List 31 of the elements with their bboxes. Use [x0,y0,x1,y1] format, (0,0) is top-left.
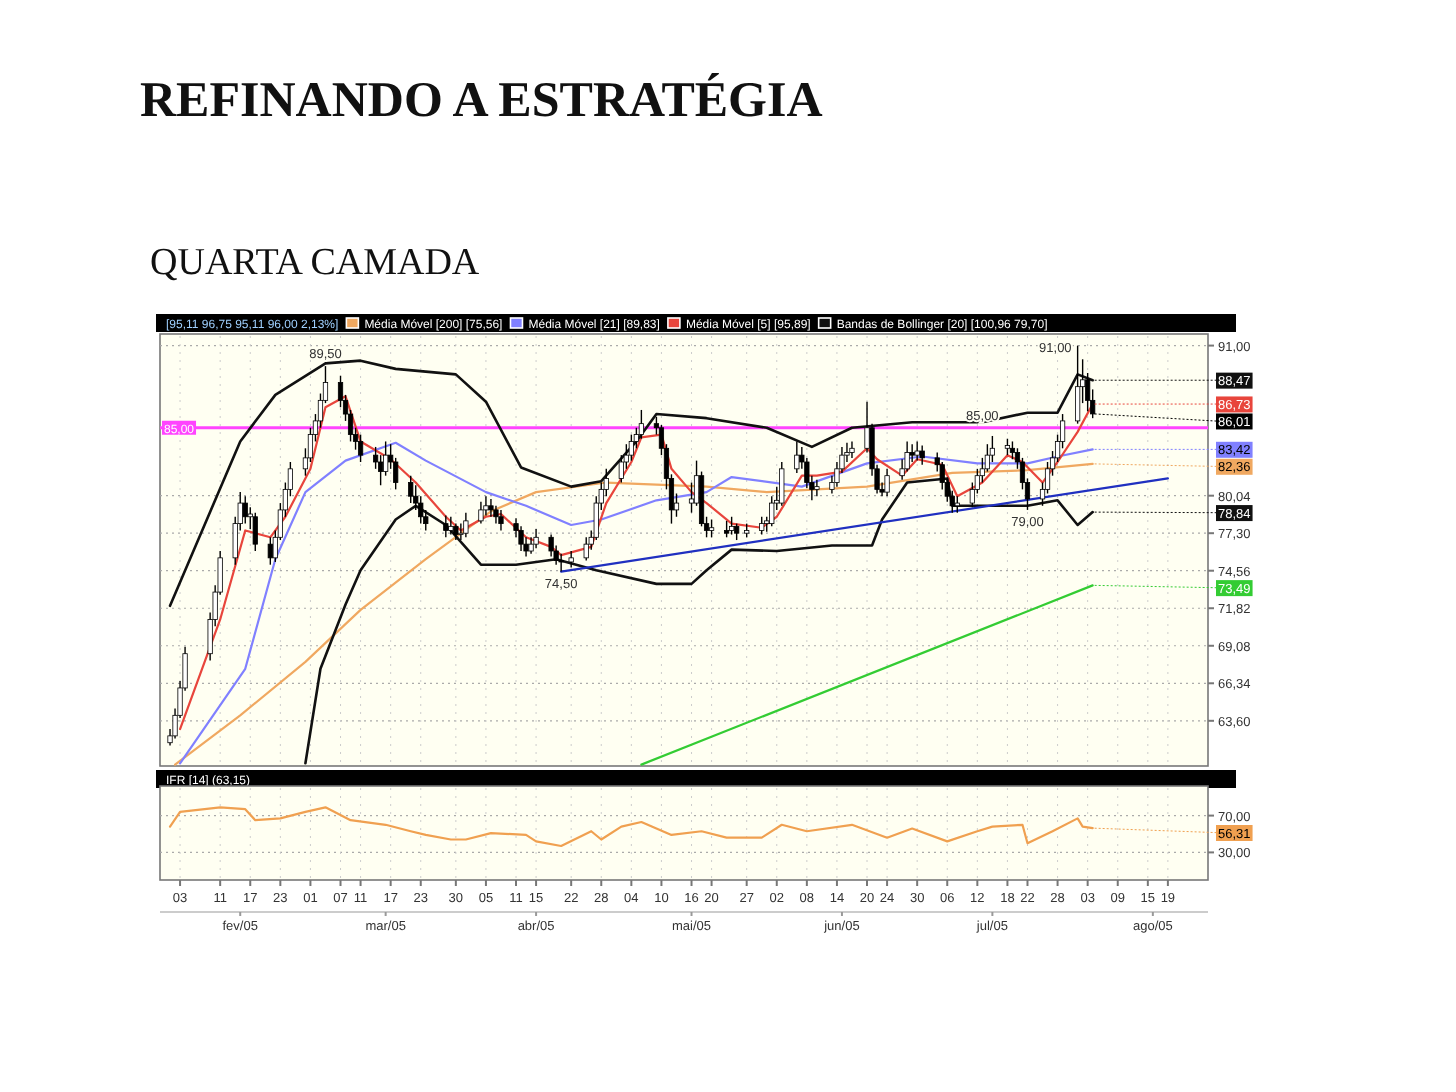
candlestick [498,509,504,532]
candlestick [769,495,775,528]
candlestick [794,440,800,474]
candlestick [478,501,484,525]
candlestick [518,525,524,552]
candlestick [638,409,644,440]
candlestick [814,479,820,497]
candlestick [583,536,589,562]
candlestick [533,528,539,549]
candlestick [849,440,855,459]
chart-subtitle: QUARTA CAMADA [150,242,480,284]
candlestick [548,533,554,558]
candlestick [357,433,364,463]
candlestick [884,468,890,497]
chart-title: REFINANDO A ESTRATÉGIA [140,72,823,128]
candlestick [463,511,469,539]
candlestick [558,553,564,573]
candlestick [408,474,414,504]
candlestick [779,461,785,507]
candlestick [919,444,925,466]
candlestick [448,516,454,536]
candlestick [443,514,449,539]
candlestick [488,498,494,518]
candlestick [914,440,920,462]
candlestick [383,440,389,477]
candlestick [378,454,384,486]
candlestick [1075,344,1081,425]
candlestick [628,433,634,462]
candlestick [483,495,489,517]
candlestick [904,440,910,473]
candlestick [688,481,695,514]
